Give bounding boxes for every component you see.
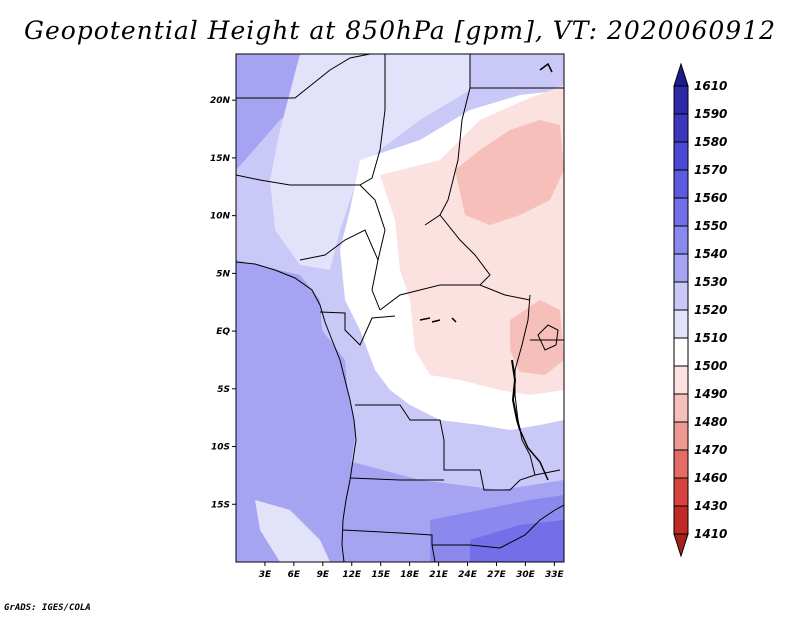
lon-tick-label: 18E xyxy=(400,570,420,580)
colorbar-label: 1410 xyxy=(694,527,727,541)
lon-tick-label: 3E xyxy=(259,570,272,580)
colorbar-label: 1520 xyxy=(694,303,727,317)
lon-tick-label: 27E xyxy=(487,570,507,580)
lon-tick-label: 33E xyxy=(545,570,565,580)
geopotential-field xyxy=(236,54,564,562)
colorbar-label: 1590 xyxy=(694,107,727,121)
lon-tick-label: 24E xyxy=(458,570,478,580)
colorbar-segment xyxy=(673,225,689,255)
colorbar-segment xyxy=(673,85,689,115)
colorbar-segment xyxy=(673,169,689,199)
field-south-1530 xyxy=(356,410,564,480)
lat-tick-label: EQ xyxy=(216,327,230,337)
longitude-axis: 3E 6E 9E 12E 15E 18E 21E 24E 27E 30E 33E xyxy=(259,562,565,580)
colorbar-bottom-arrow xyxy=(673,533,689,558)
colorbar-segment xyxy=(673,449,689,479)
colorbar-segment xyxy=(673,197,689,227)
colorbar-segment xyxy=(673,477,689,507)
colorbar-label: 1570 xyxy=(694,163,727,177)
field-1490 xyxy=(455,120,564,225)
lon-tick-label: 15E xyxy=(371,570,391,580)
colorbar-label: 1480 xyxy=(694,415,727,429)
lon-tick-label: 21E xyxy=(429,570,449,580)
colorbar-label: 1540 xyxy=(694,247,727,261)
map-frame xyxy=(235,53,565,563)
field-1520 xyxy=(270,54,470,270)
colorbar-label: 1580 xyxy=(694,135,727,149)
lat-tick-label: 10S xyxy=(211,443,230,453)
lat-tick-label: 20N xyxy=(210,96,231,106)
lon-tick-label: 6E xyxy=(288,570,301,580)
colorbar-label: 1500 xyxy=(694,359,727,373)
colorbar-label: 1490 xyxy=(694,387,727,401)
country-borders xyxy=(236,54,564,562)
field-1490-east xyxy=(510,300,564,375)
colorbar-label: 1550 xyxy=(694,219,727,233)
grads-credit: GrADS: IGES/COLA xyxy=(4,603,91,613)
colorbar-label: 1430 xyxy=(694,499,727,513)
colorbar-segment xyxy=(673,113,689,143)
lat-tick-label: 15S xyxy=(211,500,230,510)
colorbar-segment xyxy=(673,365,689,395)
colorbar-segment xyxy=(673,337,689,367)
latitude-axis: 20N 15N 10N 5N EQ 5S 10S 15S xyxy=(210,96,236,510)
lat-tick-label: 15N xyxy=(210,154,231,164)
colorbar-top-arrow xyxy=(673,62,689,87)
colorbar-label: 1470 xyxy=(694,443,727,457)
colorbar-label: 1530 xyxy=(694,275,727,289)
lon-tick-label: 30E xyxy=(516,570,536,580)
colorbar-label: 1460 xyxy=(694,471,727,485)
colorbar: 1610 1590 1580 1570 1560 1550 1540 1530 1520 1510… xyxy=(673,62,727,558)
colorbar-segment xyxy=(673,505,689,535)
field-southeast-1560 xyxy=(470,520,564,562)
colorbar-segment xyxy=(673,421,689,451)
lat-tick-label: 10N xyxy=(210,212,231,222)
chart-title: Geopotential Height at 850hPa [gpm], VT:… xyxy=(23,16,777,45)
lon-tick-label: 12E xyxy=(342,570,362,580)
colorbar-segment xyxy=(673,393,689,423)
colorbar-segment xyxy=(673,253,689,283)
lon-tick-label: 9E xyxy=(317,570,330,580)
lat-tick-label: 5S xyxy=(217,385,230,395)
lat-tick-label: 5N xyxy=(216,269,230,279)
field-ocean-1540 xyxy=(236,260,356,562)
colorbar-label: 1560 xyxy=(694,191,727,205)
colorbar-segment xyxy=(673,309,689,339)
colorbar-segment xyxy=(673,141,689,171)
colorbar-label: 1610 xyxy=(694,79,727,93)
field-pale-patch xyxy=(255,500,330,562)
colorbar-segment xyxy=(673,281,689,311)
colorbar-label: 1510 xyxy=(694,331,727,345)
